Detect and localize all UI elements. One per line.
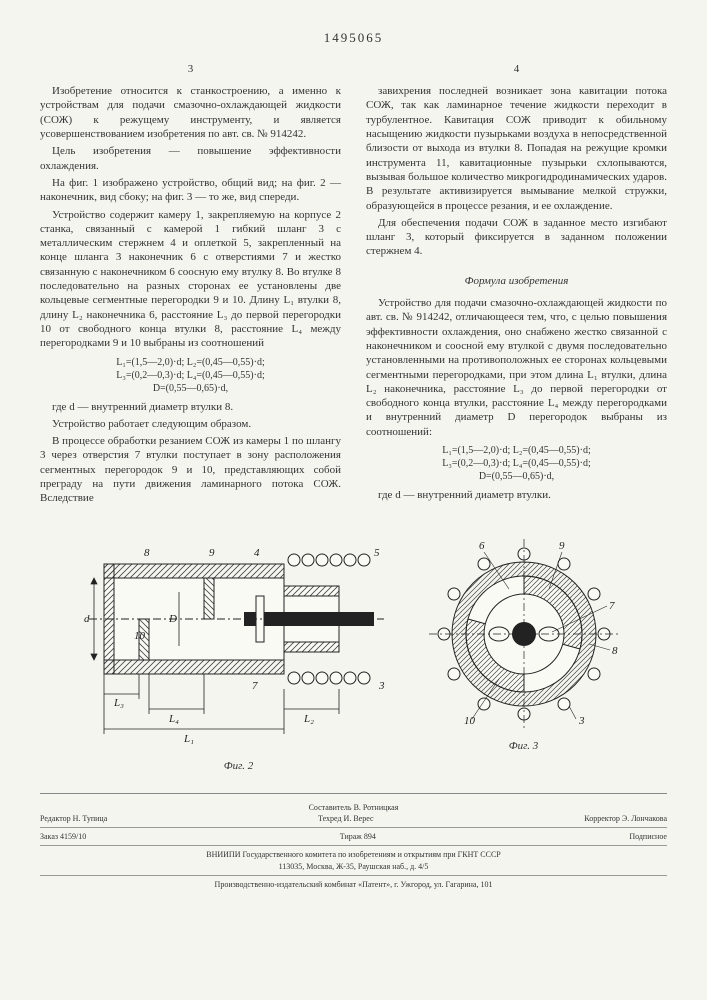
eq-line: L₃=(0,2—0,3)·d; L₄=(0,45—0,55)·d; <box>366 457 667 470</box>
eq-line: D=(0,55—0,65)·d, <box>366 470 667 483</box>
para: Для обеспечения подачи СОЖ в заданное ме… <box>366 216 667 259</box>
left-column: 3 Изобретение относится к станкостроению… <box>40 62 341 509</box>
fig2-label-L2: L₂ <box>303 713 314 725</box>
figure-2: 8 9 4 5 10 7 d D L₃ L₄ L₂ L₁ 3 Фиг. 2 <box>84 534 394 773</box>
fig2-label-9: 9 <box>209 547 215 559</box>
fig2-label-D: D <box>168 613 177 625</box>
fig3-label-9: 9 <box>559 540 565 552</box>
fig2-label-L4: L₄ <box>168 713 179 725</box>
para: В процессе обработки резанием СОЖ из кам… <box>40 434 341 505</box>
fig2-label-d: d <box>84 613 90 625</box>
formula-where: где d — внутренний диаметр втулки. <box>366 488 667 502</box>
footer-corrector: Корректор Э. Лончакова <box>584 813 667 824</box>
fig2-label-L1: L₁ <box>183 733 194 745</box>
fig2-label-10: 10 <box>134 630 146 642</box>
patent-number: 1495065 <box>40 30 667 47</box>
footer: Составитель В. Ротницкая Редактор Н. Туп… <box>40 793 667 890</box>
fig2-label-3: 3 <box>378 680 385 692</box>
formula-text: Устройство для подачи смазочно-охлаждающ… <box>366 296 667 439</box>
col-num-right: 4 <box>366 62 667 76</box>
formula-title: Формула изобретения <box>366 274 667 288</box>
footer-editor: Редактор Н. Тупица <box>40 813 107 824</box>
fig3-label-8: 8 <box>612 645 618 657</box>
fig3-caption: Фиг. 3 <box>424 739 624 753</box>
figures-row: 8 9 4 5 10 7 d D L₃ L₄ L₂ L₁ 3 Фиг. 2 <box>40 534 667 773</box>
footer-tirage: Тираж 894 <box>340 831 376 842</box>
para-where: где d — внутренний диаметр втулки 8. <box>40 400 341 414</box>
fig3-label-7: 7 <box>609 600 615 612</box>
para: завихрения последней возникает зона кави… <box>366 84 667 213</box>
fig2-label-8: 8 <box>144 547 150 559</box>
para: Изобретение относится к станкостроению, … <box>40 84 341 141</box>
para: Устройство содержит камеру 1, закрепляем… <box>40 208 341 351</box>
eq-line: D=(0,55—0,65)·d, <box>40 382 341 395</box>
text-columns: 3 Изобретение относится к станкостроению… <box>40 62 667 509</box>
footer-subscription: Подписное <box>629 831 667 842</box>
eq-line: L₁=(1,5—2,0)·d; L₂=(0,45—0,55)·d; <box>366 444 667 457</box>
footer-order: Заказ 4159/10 <box>40 831 86 842</box>
formula-equations: L₁=(1,5—2,0)·d; L₂=(0,45—0,55)·d; L₃=(0,… <box>366 444 667 483</box>
col-num-left: 3 <box>40 62 341 76</box>
fig2-label-L3: L₃ <box>113 697 124 709</box>
fig2-caption: Фиг. 2 <box>84 759 394 773</box>
eq-line: L₁=(1,5—2,0)·d; L₂=(0,45—0,55)·d; <box>40 356 341 369</box>
para: На фиг. 1 изображено устройство, общий в… <box>40 176 341 205</box>
right-column: 4 завихрения последней возникает зона ка… <box>366 62 667 509</box>
fig3-label-3: 3 <box>578 715 585 727</box>
fig3-label-6: 6 <box>479 540 485 552</box>
footer-compiler: Составитель В. Ротницкая <box>40 802 667 813</box>
footer-org3: Производственно-издательский комбинат «П… <box>40 879 667 890</box>
footer-org1: ВНИИПИ Государственного комитета по изоб… <box>40 849 667 860</box>
fig2-label-4: 4 <box>254 547 260 559</box>
para: Цель изобретения — повышение эффективнос… <box>40 144 341 173</box>
para: Устройство работает следующим образом. <box>40 417 341 431</box>
footer-org2: 113035, Москва, Ж-35, Раушская наб., д. … <box>40 861 667 872</box>
footer-techred: Техред И. Верес <box>318 813 374 824</box>
equations: L₁=(1,5—2,0)·d; L₂=(0,45—0,55)·d; L₃=(0,… <box>40 356 341 395</box>
fig2-label-7: 7 <box>252 680 258 692</box>
figure-3: 6 9 7 8 10 3 Фиг. 3 <box>424 534 624 773</box>
eq-line: L₃=(0,2—0,3)·d; L₄=(0,45—0,55)·d; <box>40 369 341 382</box>
fig2-label-5: 5 <box>374 547 380 559</box>
